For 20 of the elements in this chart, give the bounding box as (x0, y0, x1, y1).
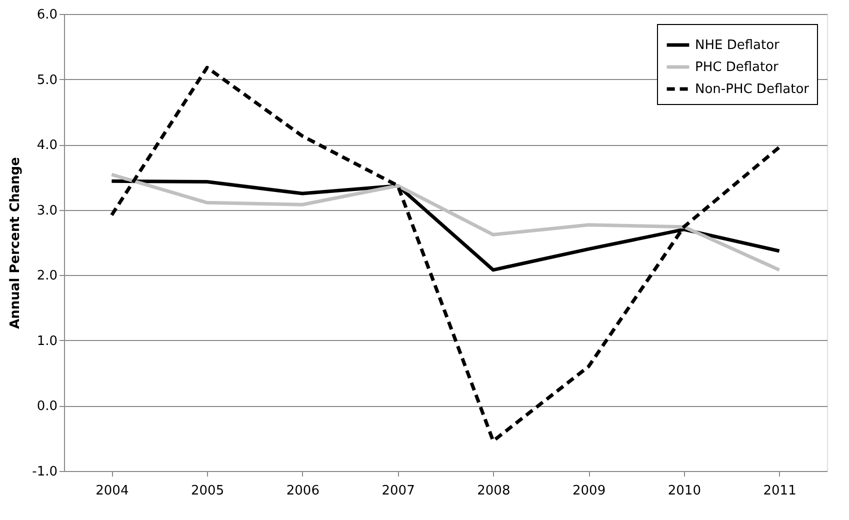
y-tick-label: 5.0 (36, 72, 58, 88)
y-tick-label: -1.0 (32, 464, 58, 480)
y-tick-label: 4.0 (36, 138, 58, 154)
x-tick-label: 2010 (668, 484, 701, 498)
x-tick-label: 2006 (286, 484, 320, 498)
legend-label: Non-PHC Deflator (695, 82, 810, 97)
x-tick-label: 2011 (763, 484, 796, 498)
x-tick-label: 2009 (572, 484, 606, 498)
y-tick-label: 2.0 (36, 268, 58, 284)
y-tick-label: 6.0 (36, 8, 58, 22)
x-tick-label: 2005 (191, 484, 224, 498)
x-tick-label: 2008 (477, 484, 510, 498)
legend-label: NHE Deflator (695, 38, 780, 53)
y-tick-label: 1.0 (36, 334, 58, 349)
y-tick-label: 3.0 (36, 203, 58, 218)
legend-label: PHC Deflator (695, 60, 780, 75)
y-axis-title: Annual Percent Change (8, 156, 24, 329)
x-tick-label: 2004 (96, 484, 129, 498)
x-tick-label: 2007 (382, 484, 415, 498)
y-tick-label: 0.0 (36, 399, 58, 414)
